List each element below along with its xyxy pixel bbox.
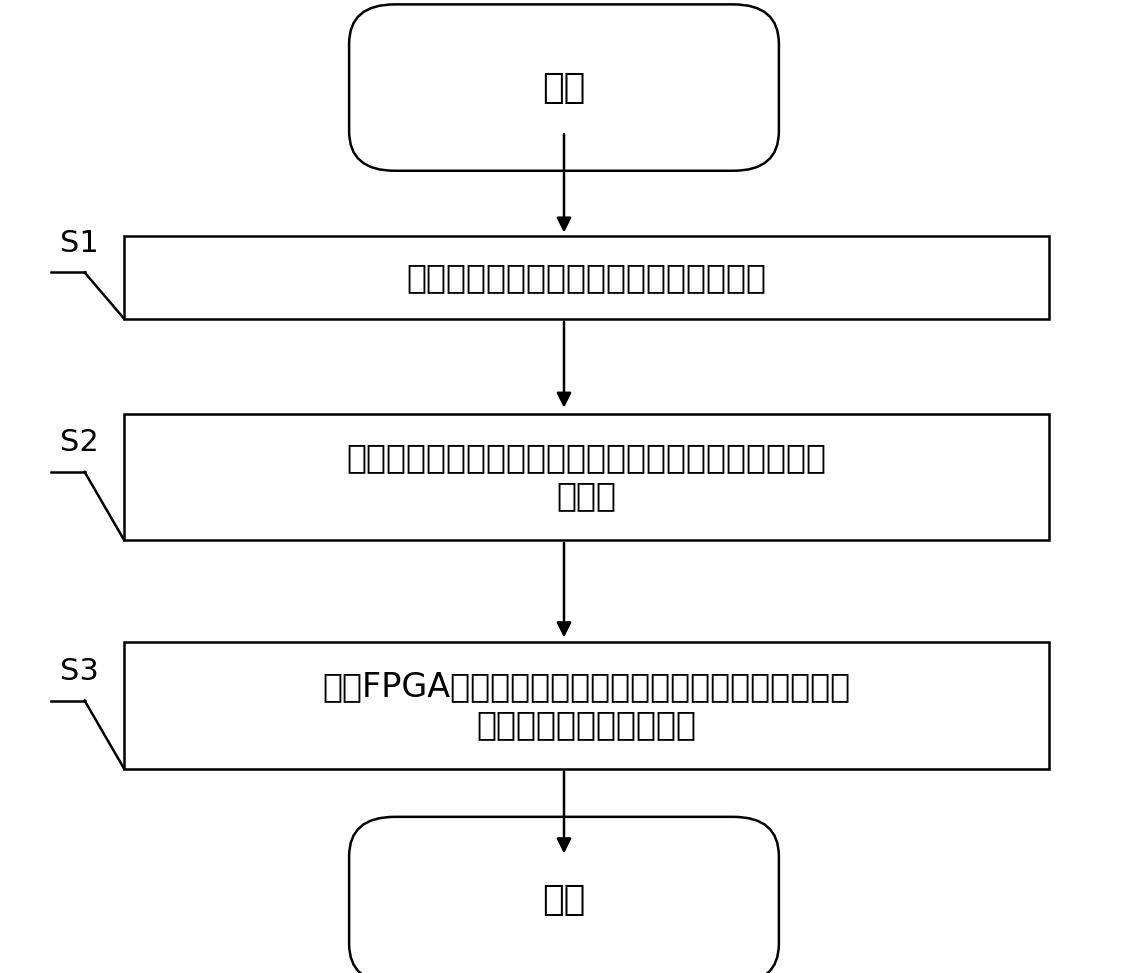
Text: 根据所述宽带雷达回波信号，利用射频采样得到数字射
频信号: 根据所述宽带雷达回波信号，利用射频采样得到数字射 频信号	[346, 441, 827, 513]
Text: 开始: 开始	[543, 71, 585, 104]
Text: S2: S2	[60, 428, 98, 457]
Bar	[124, 414, 1049, 540]
Bar	[124, 642, 1049, 769]
Text: 通过宽带数字阵列接收宽带雷达回波信号: 通过宽带数字阵列接收宽带雷达回波信号	[406, 261, 767, 294]
FancyBboxPatch shape	[350, 817, 778, 973]
Text: S3: S3	[60, 657, 98, 686]
FancyBboxPatch shape	[350, 4, 778, 171]
Bar	[124, 236, 1049, 319]
Text: S1: S1	[60, 229, 98, 258]
Text: 结束: 结束	[543, 883, 585, 917]
Text: 利用FPGA对所述数字射频信号进行数字移相和整数延时
处理，形成宽带数字波束: 利用FPGA对所述数字射频信号进行数字移相和整数延时 处理，形成宽带数字波束	[323, 669, 851, 741]
